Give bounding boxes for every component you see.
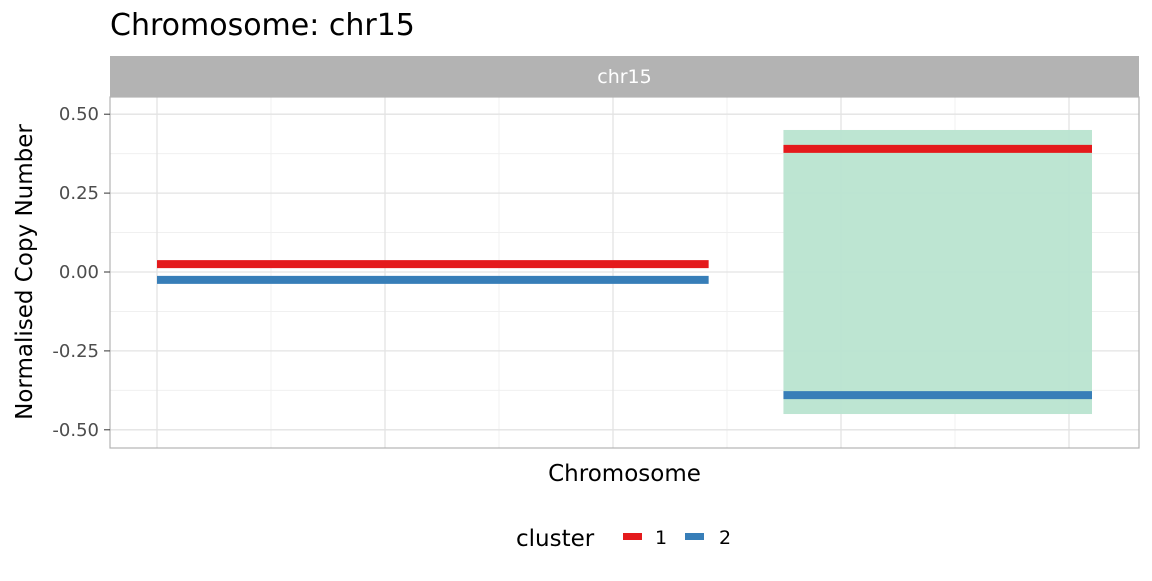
y-tick-label: -0.50 <box>52 420 99 441</box>
highlight-layer <box>783 129 1092 415</box>
y-axis-ticks: 0.50 0.25 0.00 -0.25 -0.50 <box>52 104 110 441</box>
chart-title: Chromosome: chr15 <box>110 8 415 43</box>
legend: cluster 1 2 <box>516 526 731 552</box>
legend-key-cluster-2 <box>685 533 704 540</box>
series-layer <box>157 144 1092 400</box>
facet-strip-label: chr15 <box>597 66 651 88</box>
y-tick-label: 0.25 <box>59 183 99 204</box>
y-tick-label: -0.25 <box>52 341 99 362</box>
legend-label-cluster-1: 1 <box>655 527 667 549</box>
x-axis-title: Chromosome <box>548 461 701 487</box>
legend-key-cluster-1 <box>623 533 642 540</box>
y-axis-title: Normalised Copy Number <box>12 124 38 420</box>
legend-label-cluster-2: 2 <box>719 527 731 549</box>
y-tick-label: 0.50 <box>59 104 99 125</box>
highlight-region <box>783 129 1092 415</box>
legend-title: cluster <box>516 526 595 552</box>
facet-strip <box>110 56 1139 97</box>
y-tick-label: 0.00 <box>59 262 99 283</box>
